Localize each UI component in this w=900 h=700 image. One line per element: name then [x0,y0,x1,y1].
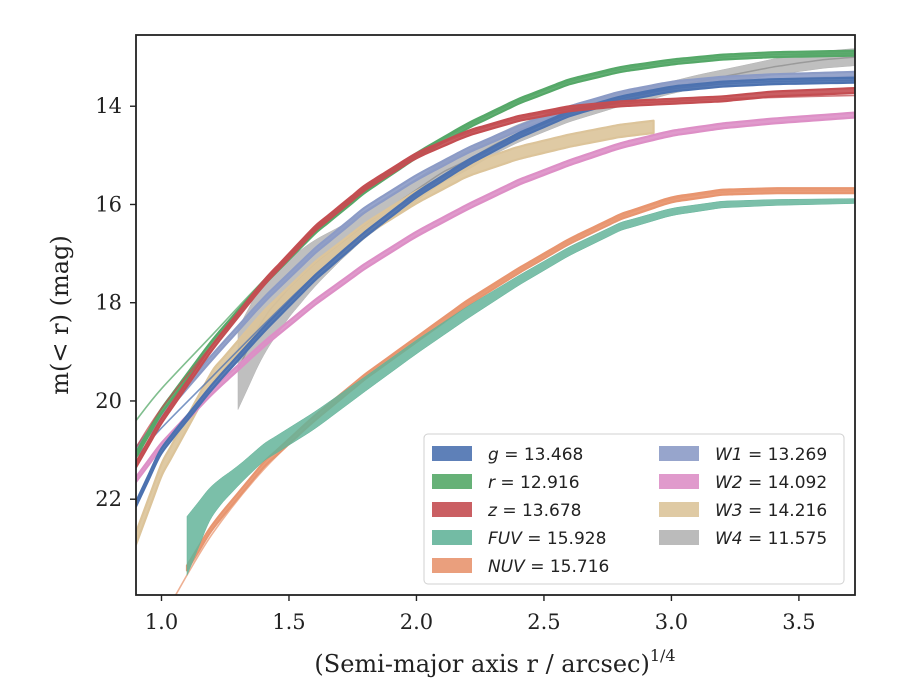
y-axis: 14 16 18 20 22 [95,94,136,511]
series-w1-band [136,70,855,454]
series-z-band [136,86,855,469]
legend-item-fuv: FUV = 15.928 [432,529,606,549]
y-tick-label: 22 [95,487,122,511]
legend-swatch [432,446,472,461]
legend-label: FUV = 15.928 [488,529,606,549]
legend-item-w2: W2 = 14.092 [659,473,827,493]
legend-label: W3 = 14.216 [715,501,827,521]
legend-label: z = 13.678 [487,501,581,521]
y-tick-label: 18 [95,291,122,315]
legend-item-w3: W3 = 14.216 [659,501,827,521]
series-r-fit-line [136,52,855,422]
x-tick-label: 1.5 [272,610,305,634]
series-layer [136,48,855,595]
x-tick-label: 3.5 [782,610,815,634]
legend-swatch [432,502,472,517]
legend-swatch [659,502,699,517]
legend-swatch [659,446,699,461]
x-axis-label: (Semi-major axis r / arcsec)1/4 [314,646,675,678]
legend-item-w4: W4 = 11.575 [659,529,827,549]
legend-item-z: z = 13.678 [432,501,581,521]
series-z [136,86,855,469]
legend-swatch [432,558,472,573]
series-g [136,76,855,508]
series-fuv-band [186,198,855,576]
plot-frame [135,34,856,596]
legend: g = 13.468 r = 12.916 z = 13.678 FUV = 15.9… [423,433,845,585]
legend-item-g: g = 13.468 [432,445,583,465]
series-g-fit-line [136,79,855,458]
x-axis-label-exponent: 1/4 [650,646,676,665]
legend-item-nuv: NUV = 15.716 [432,557,609,577]
series-w1 [136,70,855,454]
legend-frame [423,433,845,585]
x-axis-label-main: (Semi-major axis r / arcsec) [314,650,649,678]
legend-label: NUV = 15.716 [488,557,609,577]
series-w4 [237,48,855,410]
x-tick-label: 2.5 [527,610,560,634]
y-tick-label: 16 [95,192,122,216]
series-w4-band [237,48,855,410]
legend-swatch [432,530,472,545]
series-z-fit-line [136,94,855,449]
legend-label: W2 = 14.092 [715,473,827,493]
legend-swatch [659,530,699,545]
legend-swatch [659,474,699,489]
series-w2-band [136,111,855,484]
series-w2 [136,111,855,484]
legend-item-w1: W1 = 13.269 [659,445,827,465]
x-tick-label: 3.0 [655,610,688,634]
y-axis-label: m(< r) (mag) [46,235,74,394]
y-tick-label: 20 [95,389,122,413]
x-axis: 1.0 1.5 2.0 2.5 3.0 3.5 [145,595,816,634]
series-fuv [186,198,855,576]
series-nuv-fit-line [174,189,855,595]
legend-label: W1 = 13.269 [715,445,827,465]
legend-label: r = 12.916 [488,473,580,493]
x-tick-label: 1.0 [145,610,178,634]
legend-label: W4 = 11.575 [715,529,827,549]
y-tick-label: 14 [95,94,122,118]
x-tick-label: 2.0 [400,610,433,634]
legend-item-r: r = 12.916 [432,473,580,493]
legend-label: g = 13.468 [488,445,583,465]
legend-swatch [432,474,472,489]
